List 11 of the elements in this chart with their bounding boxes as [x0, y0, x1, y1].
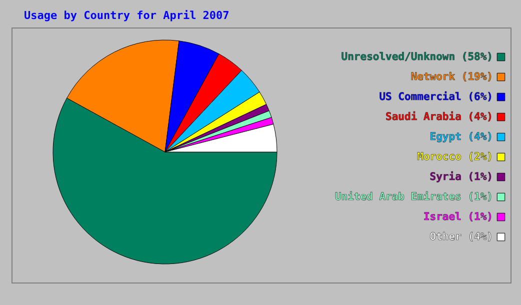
legend-label: Network (19%)	[410, 71, 493, 83]
chart-title: Usage by Country for April 2007	[24, 9, 230, 22]
legend-label: Egypt (4%)	[430, 131, 493, 143]
legend-label: Other (4%)	[430, 231, 493, 243]
legend-label: Morocco (2%)	[417, 151, 493, 163]
legend-label: United Arab Emirates (1%)	[334, 191, 493, 203]
legend-label: US Commercial (6%)	[379, 91, 493, 103]
legend-label: Israel (1%)	[423, 211, 493, 223]
legend-label: Saudi Arabia (4%)	[386, 111, 493, 123]
legend-label: Syria (1%)	[430, 171, 493, 183]
legend-label: Unresolved/Unknown (58%)	[341, 51, 493, 63]
